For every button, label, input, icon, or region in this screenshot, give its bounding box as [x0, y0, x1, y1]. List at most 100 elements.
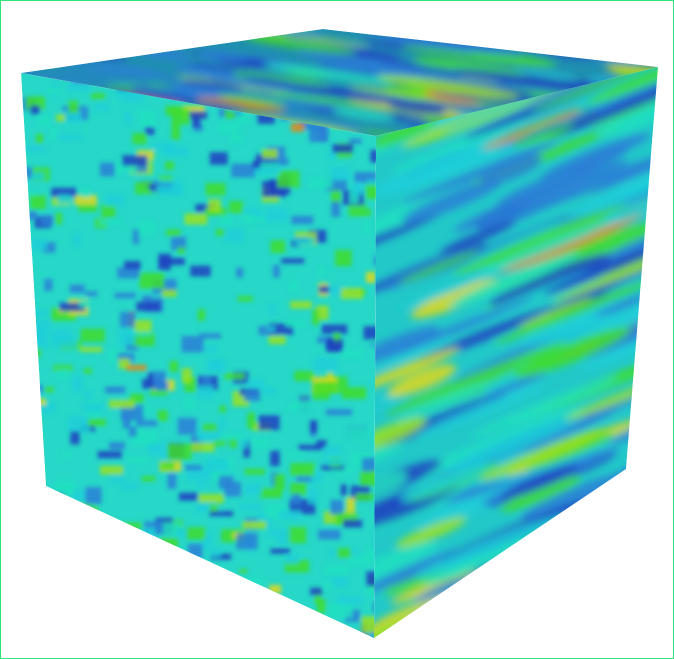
- texture-patch: [387, 364, 457, 397]
- texture-patch: [340, 484, 347, 496]
- texture-patch: [320, 285, 345, 295]
- texture-patch: [21, 412, 35, 429]
- texture-patch: [320, 464, 345, 471]
- texture-patch: [611, 490, 658, 537]
- texture-patch: [546, 67, 658, 137]
- texture-patch: [254, 167, 281, 175]
- texture-patch: [330, 166, 351, 181]
- texture-patch: [21, 167, 33, 179]
- texture-patch: [73, 489, 86, 501]
- texture-patch: [28, 446, 36, 457]
- texture-patch: [218, 420, 226, 430]
- texture-patch: [31, 172, 44, 180]
- texture-patch: [167, 473, 177, 489]
- texture-patch: [170, 552, 189, 570]
- texture-patch: [177, 247, 185, 254]
- texture-patch: [259, 629, 270, 635]
- texture-patch: [27, 347, 41, 358]
- texture-patch: [361, 457, 376, 472]
- texture-patch: [33, 542, 58, 555]
- texture-patch: [374, 213, 441, 270]
- texture-patch: [124, 260, 141, 270]
- texture-patch: [149, 95, 245, 110]
- texture-patch: [135, 181, 153, 195]
- texture-patch: [109, 399, 135, 409]
- texture-patch: [337, 547, 351, 558]
- texture-patch: [121, 483, 137, 491]
- texture-patch: [332, 144, 353, 153]
- texture-patch: [315, 60, 426, 79]
- texture-patch: [373, 469, 376, 477]
- texture-patch: [449, 609, 558, 638]
- texture-patch: [56, 369, 70, 380]
- texture-patch: [374, 471, 408, 503]
- texture-patch: [63, 29, 152, 42]
- texture-patch: [366, 571, 376, 587]
- texture-patch: [244, 483, 262, 496]
- texture-patch: [93, 104, 110, 111]
- texture-patch: [99, 219, 123, 225]
- texture-patch: [401, 45, 526, 65]
- texture-patch: [1, 13, 68, 30]
- texture-patch: [551, 229, 658, 303]
- texture-patch: [385, 341, 567, 416]
- texture-patch: [245, 36, 357, 54]
- texture-patch: [520, 472, 631, 520]
- texture-patch: [294, 370, 314, 382]
- texture-patch: [208, 199, 221, 213]
- texture-patch: [179, 492, 199, 501]
- texture-patch: [374, 336, 453, 372]
- texture-patch: [457, 29, 607, 46]
- texture-patch: [209, 152, 228, 165]
- texture-patch: [202, 533, 213, 549]
- texture-patch: [268, 92, 420, 115]
- texture-patch: [34, 398, 47, 406]
- texture-patch: [217, 122, 239, 133]
- texture-patch: [332, 107, 394, 121]
- texture-patch: [99, 162, 115, 177]
- texture-patch: [499, 29, 593, 36]
- texture-patch: [114, 292, 136, 299]
- texture-patch: [582, 14, 638, 29]
- texture-patch: [148, 442, 167, 456]
- texture-patch: [165, 105, 182, 116]
- texture-patch: [298, 444, 324, 451]
- texture-patch: [540, 567, 630, 605]
- texture-patch: [246, 612, 256, 621]
- texture-patch: [212, 575, 221, 584]
- texture-patch: [203, 345, 218, 353]
- texture-patch: [107, 634, 132, 638]
- texture-patch: [262, 149, 278, 159]
- texture-patch: [323, 446, 342, 455]
- texture-patch: [352, 182, 364, 195]
- texture-patch: [348, 556, 370, 566]
- texture-patch: [138, 110, 156, 127]
- texture-patch: [259, 488, 282, 499]
- texture-patch: [136, 301, 161, 312]
- texture-patch: [28, 415, 40, 431]
- texture-patch: [158, 257, 185, 266]
- texture-patch: [259, 162, 278, 171]
- texture-patch: [448, 252, 580, 308]
- texture-patch: [85, 291, 98, 297]
- texture-patch: [122, 621, 131, 636]
- texture-patch: [379, 296, 535, 360]
- texture-patch: [197, 309, 205, 321]
- texture-patch: [479, 155, 658, 231]
- texture-patch: [247, 412, 256, 429]
- texture-patch: [397, 260, 519, 310]
- texture-patch: [81, 534, 97, 542]
- texture-patch: [73, 582, 96, 591]
- texture-patch: [162, 289, 177, 297]
- texture-patch: [335, 249, 352, 267]
- texture-patch: [267, 326, 275, 332]
- texture-patch: [439, 221, 516, 254]
- texture-patch: [21, 33, 70, 42]
- texture-patch: [34, 402, 56, 414]
- texture-patch: [187, 543, 203, 559]
- texture-patch: [213, 440, 227, 446]
- texture-patch: [116, 551, 136, 559]
- texture-patch: [120, 311, 136, 328]
- texture-patch: [49, 577, 62, 593]
